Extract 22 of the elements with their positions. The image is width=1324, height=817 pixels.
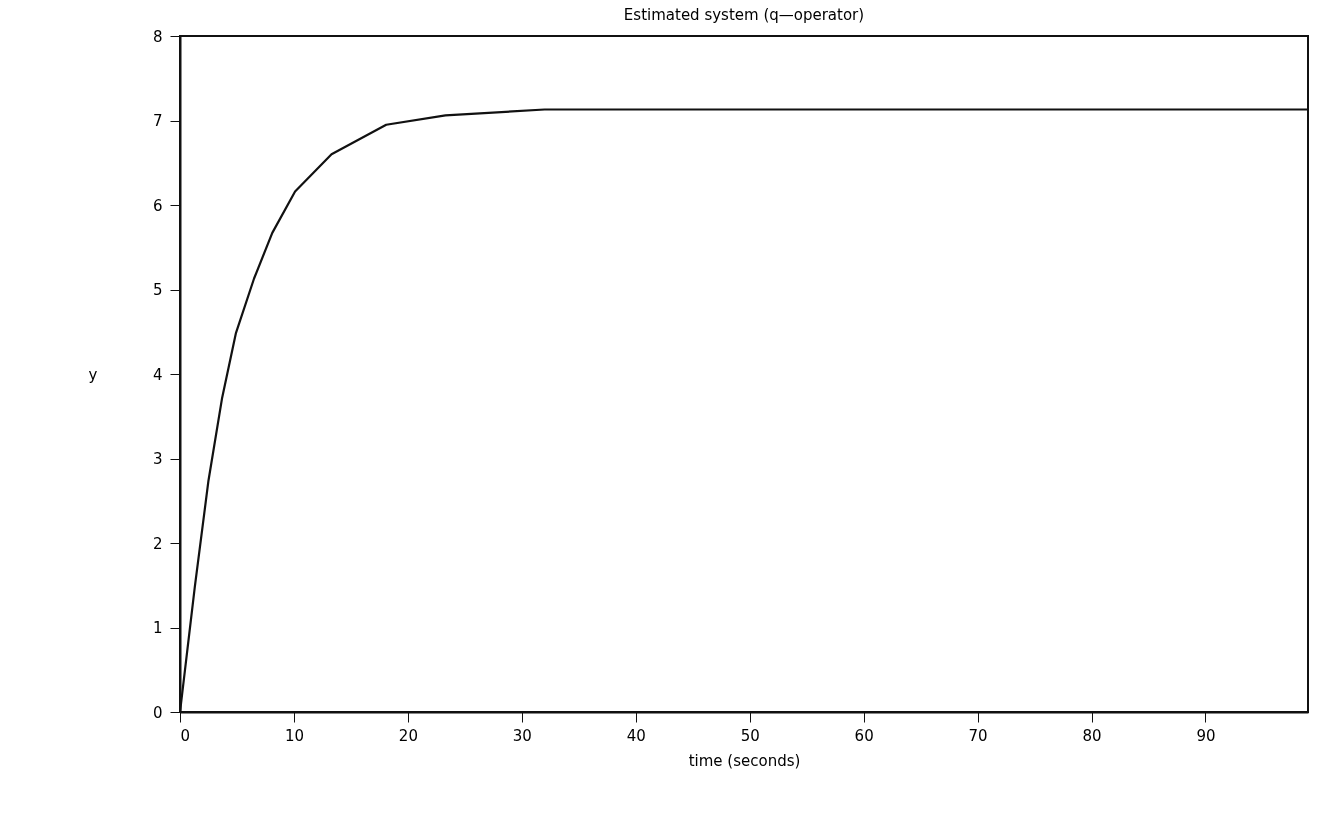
x-tick-label: 70 bbox=[968, 726, 988, 745]
x-tick-label: 80 bbox=[1082, 726, 1102, 745]
x-tick-label: 90 bbox=[1196, 726, 1216, 745]
x-tick-label: 60 bbox=[854, 726, 874, 745]
x-tick-label: 0 bbox=[180, 726, 191, 745]
chart-title: Estimated system (q—operator) bbox=[623, 6, 865, 24]
y-tick-label: 2 bbox=[152, 534, 163, 553]
y-tick-label: 8 bbox=[152, 27, 163, 46]
y-tick-label: 4 bbox=[152, 365, 163, 384]
x-tick-label: 30 bbox=[512, 726, 532, 745]
x-tick-label: 50 bbox=[740, 726, 760, 745]
y-axis-title: y bbox=[88, 365, 98, 384]
y-tick-label: 7 bbox=[152, 112, 163, 130]
x-tick-label: 20 bbox=[398, 726, 418, 745]
y-tick-label: 1 bbox=[152, 619, 163, 637]
x-axis-title: time (seconds) bbox=[688, 751, 801, 770]
y-tick-label: 5 bbox=[152, 281, 163, 299]
y-tick-label: 6 bbox=[152, 196, 163, 215]
y-tick-label: 3 bbox=[152, 450, 163, 468]
x-tick-label: 40 bbox=[626, 726, 646, 745]
y-tick-label: 0 bbox=[152, 703, 163, 722]
x-tick-label: 10 bbox=[284, 726, 304, 745]
